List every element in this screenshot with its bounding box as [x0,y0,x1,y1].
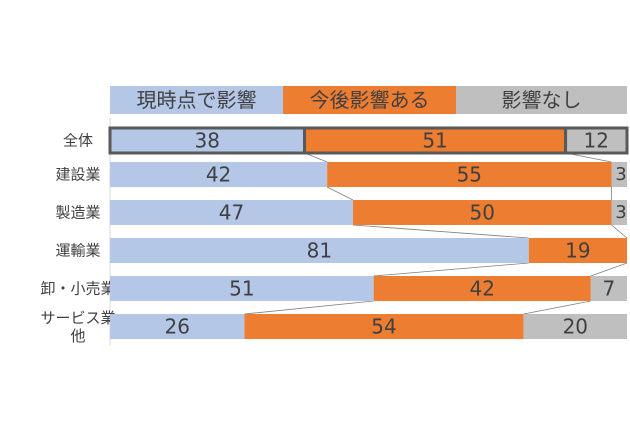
bar-segment [564,126,629,155]
bar-segment [110,314,245,339]
series-line [373,262,529,277]
bar-segment [611,162,627,187]
bar-segment [327,162,612,187]
bar-segment [590,276,627,301]
series-line [590,262,628,277]
data-label: 51 [229,277,254,301]
bar-segment [303,126,568,155]
category-label: 建設業 [55,166,100,184]
bar-segment [244,314,524,339]
data-label: 38 [195,129,220,153]
data-label: 55 [457,163,482,187]
bar-segment [352,200,612,225]
legend-label-2: 今後影響ある [310,88,430,112]
series-line [352,224,529,239]
data-label: 42 [206,163,231,187]
category-label: サービス業 [40,309,115,327]
bar-segment [110,200,353,225]
legend-swatch-1 [110,86,283,114]
bar-segment [611,200,627,225]
data-label: 51 [422,129,447,153]
legend: 現時点で影響 今後影響ある 影響なし [110,86,627,114]
data-label: 42 [470,277,495,301]
series-line [244,300,374,315]
data-label: 3 [615,202,626,223]
data-label: 26 [164,315,189,339]
category-label: 運輸業 [55,242,100,260]
category-label: 製造業 [55,204,100,222]
series-line [326,186,354,201]
data-label: 47 [219,201,244,225]
legend-swatch-3 [456,86,627,114]
bar-segment [523,314,627,339]
bar-segment [373,276,591,301]
category-label: 全体 [63,132,93,150]
bar-segment [528,238,627,263]
data-label: 19 [565,239,590,263]
data-labels: 38 51 12 42 55 3 47 50 3 81 19 51 42 7 26 54 20 [164,129,626,339]
bar-segment [108,126,307,155]
data-label: 81 [307,239,332,263]
category-label: 他 [70,327,85,345]
data-label: 3 [615,164,626,185]
series-line [523,300,591,315]
bars [108,126,629,339]
bar-segment [110,238,529,263]
bar-segment [110,162,328,187]
data-label: 7 [603,277,616,301]
legend-label-3: 影響なし [502,88,582,112]
bar-segment [110,276,374,301]
data-label: 20 [563,315,588,339]
data-label: 12 [584,129,609,153]
data-label: 50 [470,201,495,225]
series-line [611,224,628,239]
legend-swatch-2 [283,86,456,114]
category-label: 卸・小売業 [40,280,115,298]
legend-label-1: 現時点で影響 [137,88,257,112]
data-label: 54 [371,315,396,339]
